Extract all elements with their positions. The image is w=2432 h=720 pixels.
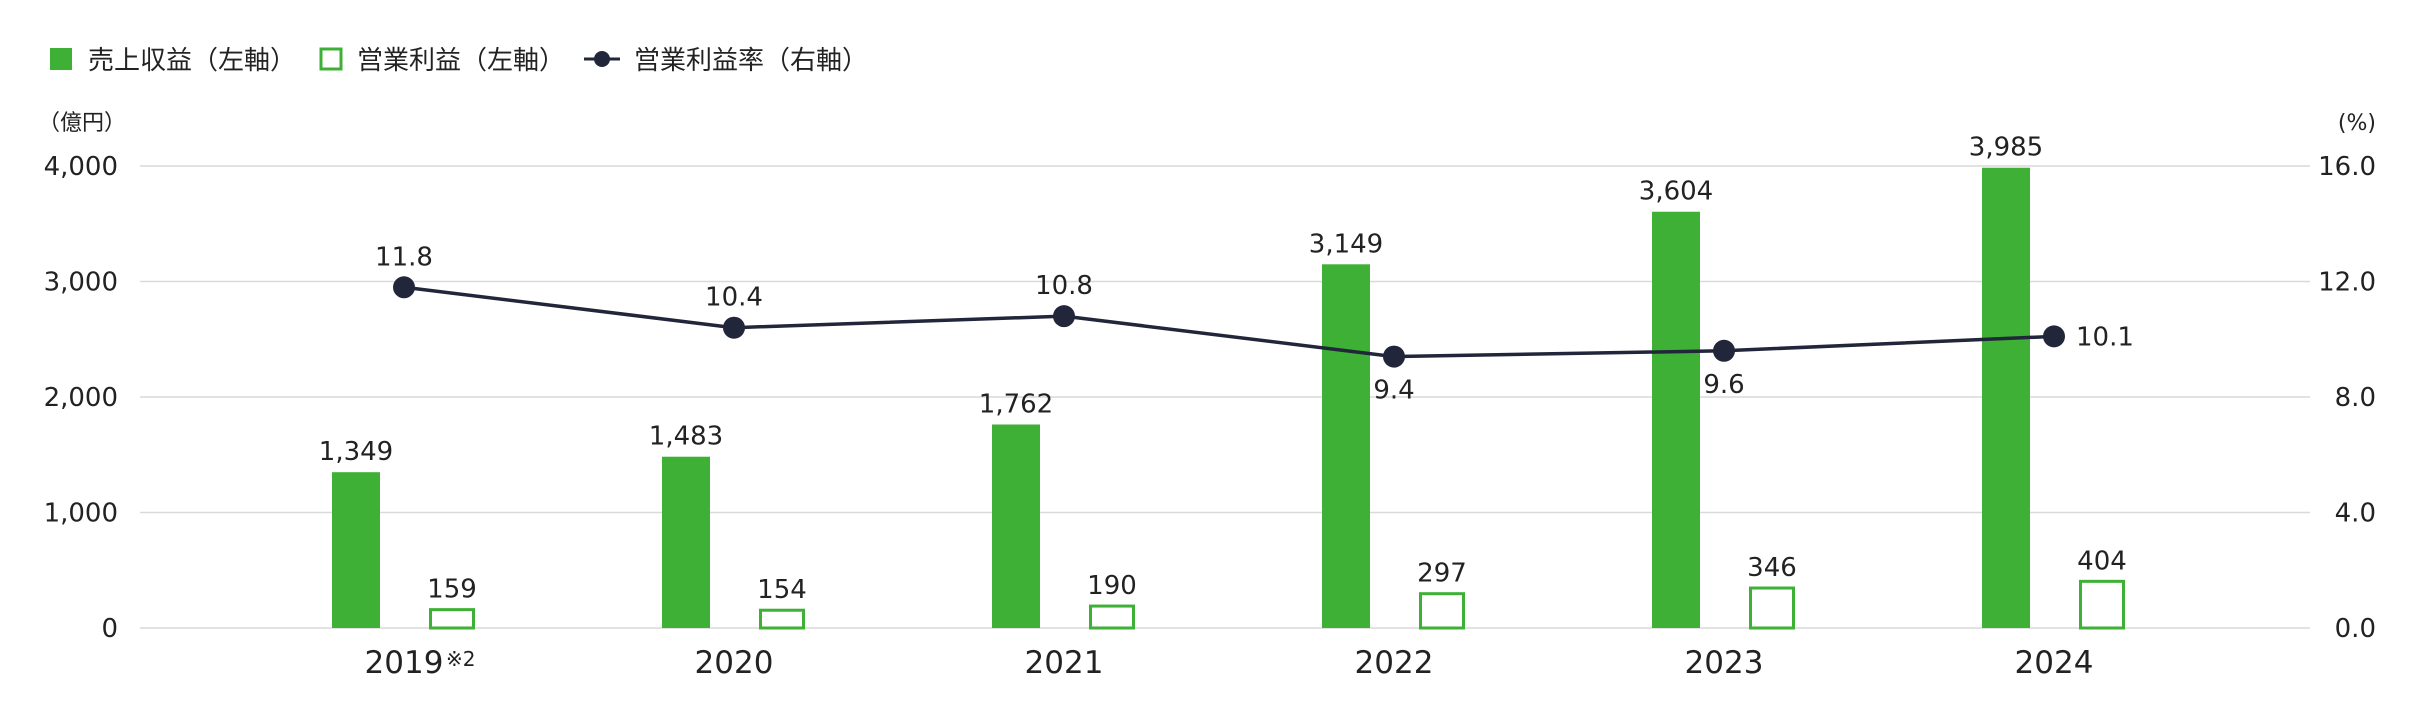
rate-point-label: 10.8 xyxy=(1035,271,1093,301)
rate-line xyxy=(393,276,2065,368)
x-category-label: 2019 xyxy=(365,645,444,681)
revenue-bar-label: 3,604 xyxy=(1639,177,1713,207)
rate-point[interactable] xyxy=(1383,345,1405,368)
profit-bar[interactable] xyxy=(1749,586,1795,630)
revenue-bar[interactable] xyxy=(1652,211,1700,628)
revenue-bar[interactable] xyxy=(992,424,1040,628)
revenue-bar-label: 1,349 xyxy=(319,437,393,467)
y-right-tick: 4.0 xyxy=(2335,499,2376,529)
y-right-tick: 12.0 xyxy=(2318,268,2376,298)
profit-bar-label: 154 xyxy=(757,575,807,605)
revenue-bar-label: 3,985 xyxy=(1969,133,2043,163)
revenue-bar[interactable] xyxy=(1982,167,2030,629)
x-category-label: 2021 xyxy=(1025,645,1104,681)
y-left-tick: 0 xyxy=(101,614,118,644)
rate-point[interactable] xyxy=(1053,305,1075,328)
revenue-bar[interactable] xyxy=(332,472,380,628)
profit-bar-label: 346 xyxy=(1747,553,1797,583)
legend: 売上収益（左軸） 営業利益（左軸） 営業利益率（右軸） xyxy=(50,46,868,76)
profit-bar[interactable] xyxy=(429,608,475,630)
rate-polyline xyxy=(403,285,2055,359)
y-right-tick-labels: 0.0 4.0 8.0 12.0 16.0 xyxy=(2318,152,2376,644)
rate-point[interactable] xyxy=(723,316,745,339)
x-category-note: ※2 xyxy=(446,647,475,671)
bars xyxy=(332,167,2125,630)
y-left-tick: 1,000 xyxy=(44,499,118,529)
legend-label-rate: 営業利益率（右軸） xyxy=(634,46,868,76)
rate-point-label: 9.4 xyxy=(1373,376,1414,406)
y-right-tick: 8.0 xyxy=(2335,383,2376,413)
legend-label-revenue: 売上収益（左軸） xyxy=(88,46,296,76)
legend-swatch-revenue xyxy=(50,48,72,70)
revenue-bar-label: 1,762 xyxy=(979,389,1053,419)
rate-point[interactable] xyxy=(1713,339,1735,362)
profit-bar[interactable] xyxy=(1419,592,1465,630)
gridlines xyxy=(140,165,2310,629)
y-left-tick-labels: 0 1,000 2,000 3,000 4,000 xyxy=(44,152,118,644)
legend-item-profit[interactable]: 営業利益（左軸） xyxy=(319,46,565,76)
data-labels: 1,349 159 1,483 154 1,762 190 3,149 297 3,604 346… xyxy=(319,133,2134,605)
revenue-bar-label: 3,149 xyxy=(1309,229,1383,259)
rate-point[interactable] xyxy=(2043,325,2065,348)
rate-point-label: 11.8 xyxy=(375,242,433,272)
profit-bar-label: 159 xyxy=(427,575,477,605)
legend-marker-rate xyxy=(594,51,610,67)
rate-point-label: 10.4 xyxy=(705,283,763,313)
profit-bar-label: 190 xyxy=(1087,571,1137,601)
legend-item-rate[interactable]: 営業利益率（右軸） xyxy=(584,46,868,76)
y-left-tick: 4,000 xyxy=(44,152,118,182)
x-category-label: 2020 xyxy=(695,645,774,681)
profit-bar[interactable] xyxy=(1089,604,1135,630)
profit-bar-label: 404 xyxy=(2077,546,2127,576)
x-category-label: 2023 xyxy=(1685,645,1764,681)
y-right-unit-label: (%) xyxy=(2338,111,2376,136)
x-category-label: 2024 xyxy=(2015,645,2094,681)
y-right-tick: 16.0 xyxy=(2318,152,2376,182)
y-left-unit-label: （億円） xyxy=(38,111,126,136)
x-category-labels: 2019 ※2 2020 2021 2022 2023 2024 xyxy=(365,645,2094,681)
profit-bar[interactable] xyxy=(759,608,805,630)
profit-bar[interactable] xyxy=(2079,579,2125,630)
revenue-bar-label: 1,483 xyxy=(649,422,723,452)
y-right-tick: 0.0 xyxy=(2335,614,2376,644)
rate-point[interactable] xyxy=(393,276,415,299)
profit-bar-label: 297 xyxy=(1417,559,1467,589)
rate-point-label: 10.1 xyxy=(2076,322,2134,352)
y-left-tick: 3,000 xyxy=(44,268,118,298)
rate-point-label: 9.6 xyxy=(1703,370,1744,400)
y-left-tick: 2,000 xyxy=(44,383,118,413)
x-category-label: 2022 xyxy=(1355,645,1434,681)
revenue-bar[interactable] xyxy=(1322,264,1370,628)
legend-item-revenue[interactable]: 売上収益（左軸） xyxy=(50,46,296,76)
legend-swatch-profit xyxy=(319,47,343,71)
legend-label-profit: 営業利益（左軸） xyxy=(357,46,565,76)
revenue-bar[interactable] xyxy=(662,456,710,628)
